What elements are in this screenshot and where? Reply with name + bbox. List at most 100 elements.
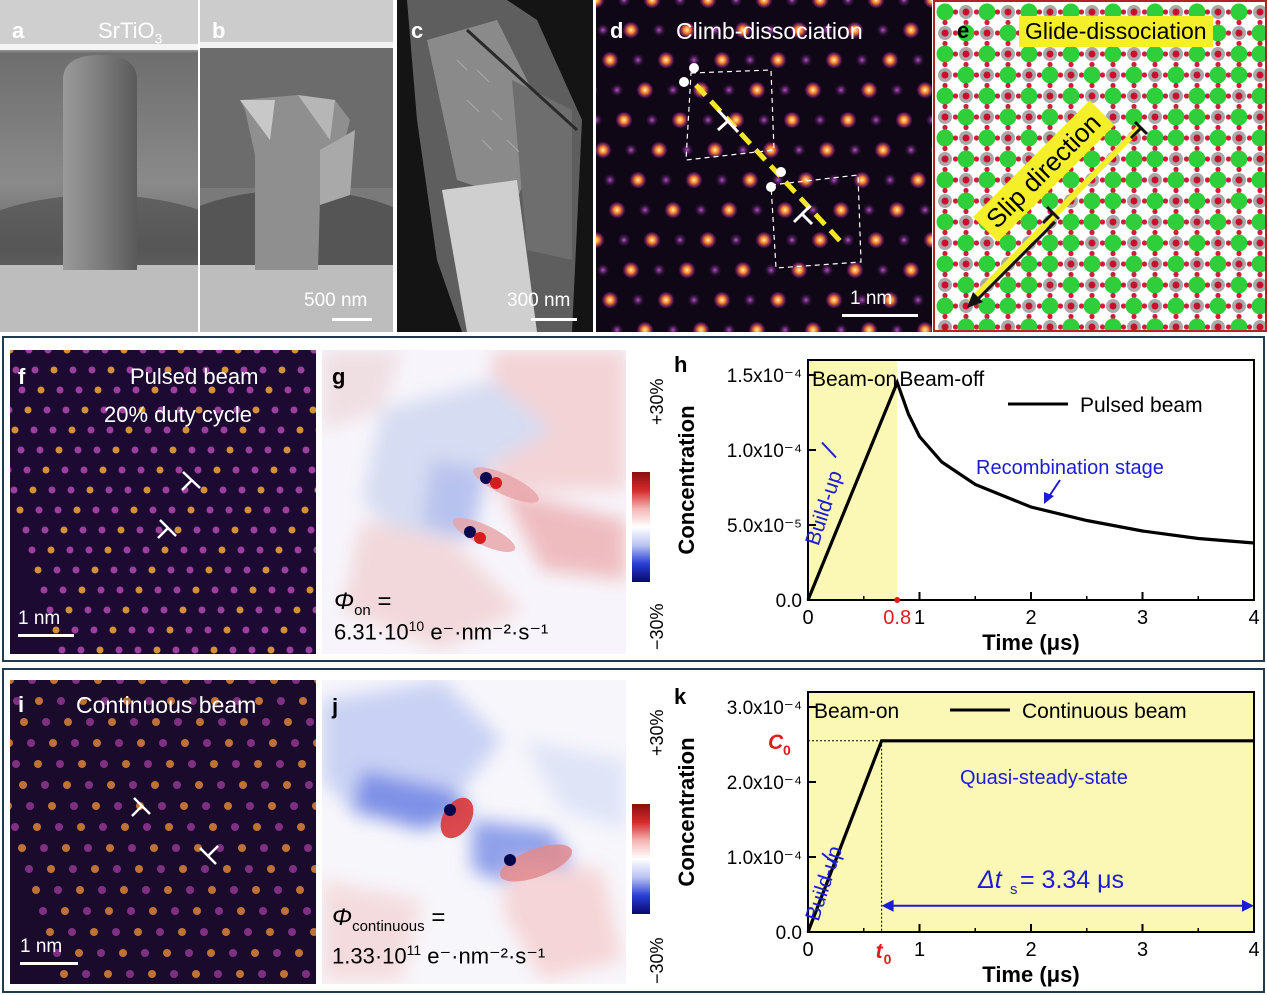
atom-column — [68, 426, 76, 434]
panel-label-b: b — [212, 18, 226, 43]
atom-column — [630, 52, 646, 68]
atom-column — [214, 970, 222, 978]
atom-column — [288, 526, 296, 534]
ti-atom-core — [1214, 239, 1222, 247]
atom-column — [742, 52, 758, 68]
atom-column — [629, 171, 647, 189]
o-atom — [1257, 250, 1263, 257]
atom-column — [248, 680, 256, 684]
atom-column — [293, 606, 301, 614]
o-atom — [1152, 166, 1158, 173]
pulsed-haadf-image — [10, 350, 316, 654]
o-atom — [1120, 9, 1127, 15]
o-atom — [1068, 103, 1074, 110]
atom-column — [55, 823, 63, 831]
atom-column — [12, 366, 20, 374]
o-atom — [1215, 250, 1221, 257]
o-atom — [1099, 219, 1106, 225]
atom-column — [136, 526, 144, 534]
ti-atom-core — [1130, 92, 1138, 100]
ti-atom-core — [1088, 8, 1096, 16]
o-atom — [1089, 187, 1095, 194]
atom-column — [237, 546, 245, 554]
o-atom — [1236, 187, 1242, 194]
o-atom — [1131, 229, 1137, 236]
atom-column — [85, 781, 93, 789]
beam-on-region — [808, 692, 1254, 932]
atom-column — [86, 486, 94, 494]
sr-atom — [1167, 129, 1185, 147]
o-atom — [952, 30, 959, 36]
atom-column — [93, 739, 101, 747]
atom-column — [261, 781, 269, 789]
o-atom — [984, 61, 990, 68]
o-atom — [1015, 51, 1022, 57]
o-atom — [952, 156, 959, 162]
o-atom — [1068, 229, 1074, 236]
o-atom — [1078, 93, 1085, 99]
o-atom — [1194, 145, 1200, 152]
sr-atom — [1251, 255, 1265, 273]
scalebar-f — [18, 634, 74, 637]
atom-column — [191, 646, 199, 654]
atom-column — [302, 446, 310, 454]
o-atom — [1194, 82, 1200, 89]
o-atom — [1110, 61, 1116, 68]
atom-column — [107, 781, 115, 789]
glide-dissociation-title: Glide-dissociation — [1019, 16, 1213, 47]
o-atom — [1120, 156, 1127, 162]
o-atom — [994, 177, 1001, 183]
atom-column — [875, 22, 891, 38]
o-atom — [1036, 114, 1043, 120]
atom-column — [244, 506, 252, 514]
sr-atom — [1104, 192, 1122, 210]
o-atom — [1131, 313, 1137, 320]
o-atom — [1246, 240, 1253, 246]
o-atom — [973, 72, 980, 78]
atom-column — [143, 486, 151, 494]
atom-column — [868, 112, 884, 128]
atom-column — [217, 781, 225, 789]
o-atom — [1015, 9, 1022, 15]
atom-column — [258, 426, 266, 434]
o-atom — [1152, 271, 1158, 278]
o-atom — [1152, 124, 1158, 131]
o-atom — [1215, 229, 1221, 236]
atom-column — [97, 586, 105, 594]
atom-column — [193, 526, 201, 534]
atom-column — [233, 406, 241, 414]
atom-column — [20, 718, 28, 726]
ti-atom-core — [1172, 92, 1180, 100]
atom-column — [923, 0, 932, 9]
atom-column — [307, 526, 315, 534]
ti-atom-core — [941, 197, 949, 205]
atom-column — [129, 566, 137, 574]
atom-column — [170, 970, 178, 978]
o-atom — [1152, 145, 1158, 152]
sr-atom — [1209, 24, 1227, 42]
atom-column — [236, 606, 244, 614]
o-atom — [1246, 72, 1253, 78]
sr-atom — [978, 3, 996, 21]
o-atom — [1089, 313, 1095, 320]
ti-atom-core — [1067, 71, 1075, 79]
atom-column — [40, 586, 48, 594]
atom-column — [239, 781, 247, 789]
o-atom — [1246, 93, 1253, 99]
atom-column — [41, 781, 49, 789]
panel-f-pulsed-haadf: f Pulsed beam 20% duty cycle 1 nm — [10, 350, 316, 654]
atom-column — [274, 606, 282, 614]
atom-column — [182, 426, 190, 434]
o-atom — [1057, 72, 1064, 78]
atom-column — [62, 406, 70, 414]
o-atom — [1225, 177, 1232, 183]
sr-atom — [1104, 171, 1122, 189]
sr-atom — [957, 234, 975, 252]
atom-column — [10, 406, 13, 414]
beam-off-label: Beam-off — [899, 368, 984, 391]
o-atom — [1141, 156, 1148, 162]
atom-column — [13, 697, 21, 705]
ti-atom-core — [1214, 50, 1222, 58]
o-atom — [1036, 219, 1043, 225]
o-atom — [1215, 208, 1221, 215]
